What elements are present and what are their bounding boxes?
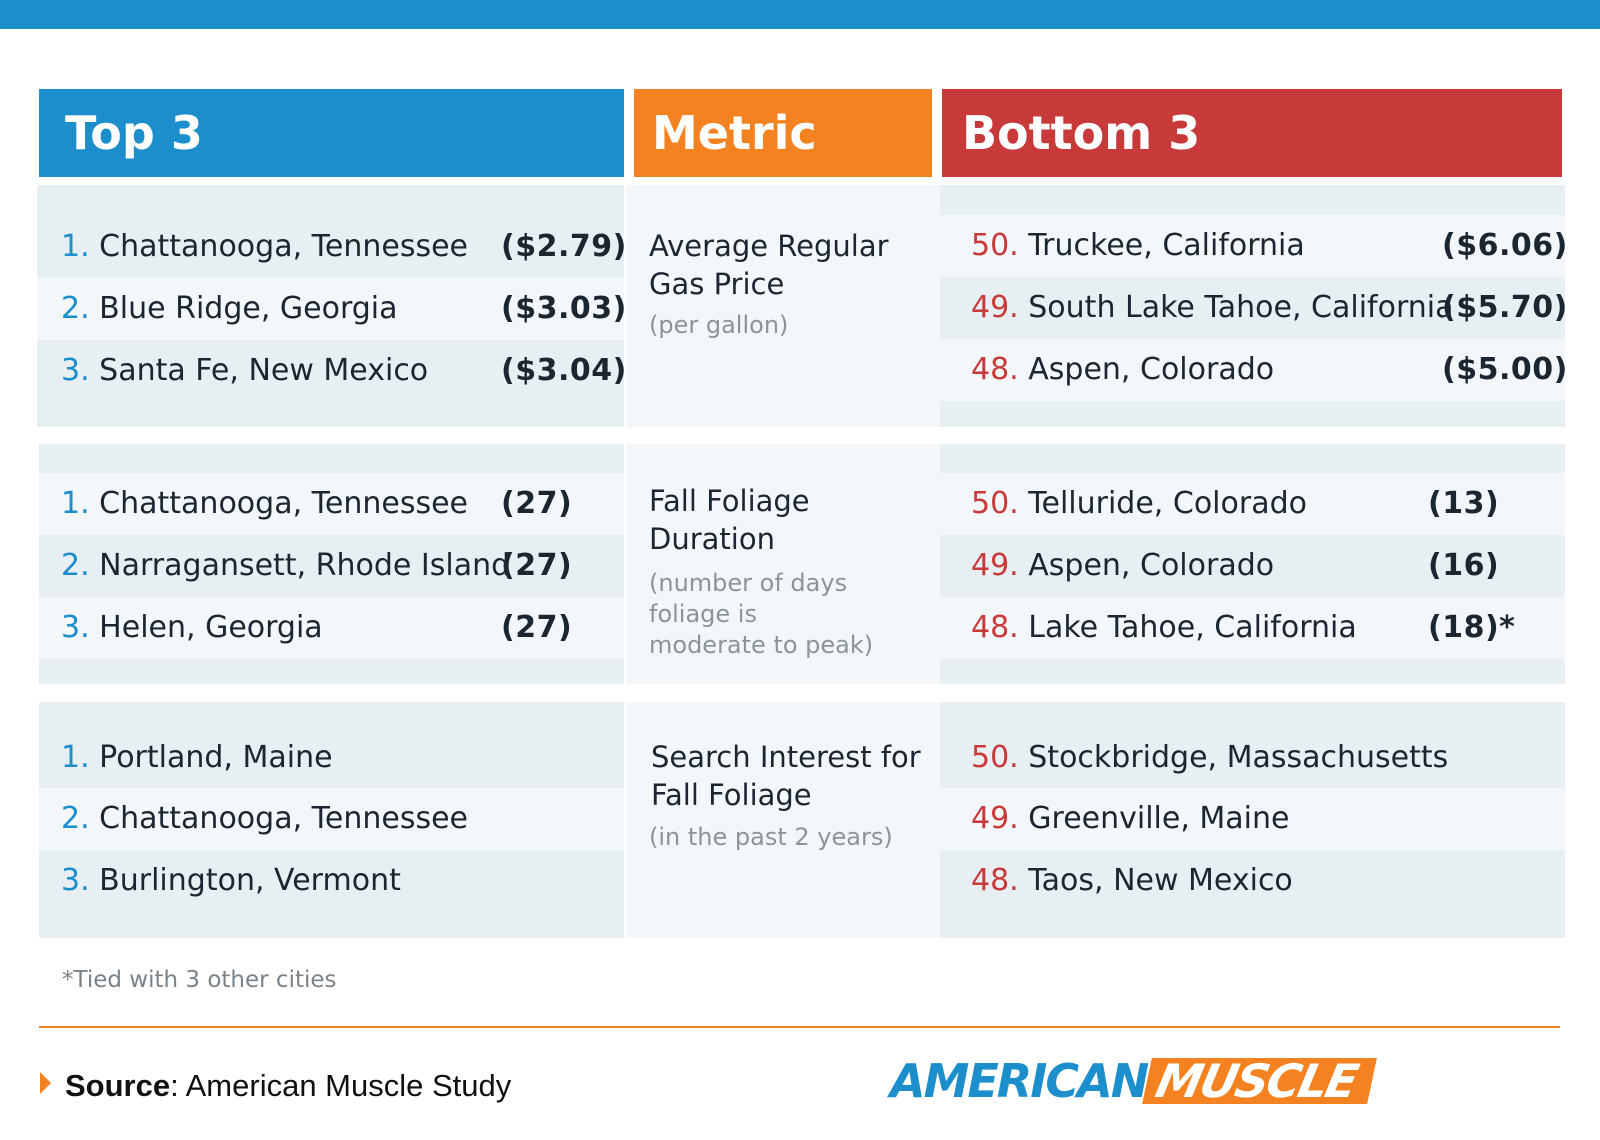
value: (16) [1428, 548, 1500, 583]
list-item: 1. Chattanooga, Tennessee ($2.79) [37, 216, 627, 278]
section-search-top-panel: 1. Portland, Maine 2. Chattanooga, Tenne… [39, 702, 624, 938]
list-item: 49. Aspen, Colorado (16) [940, 535, 1565, 597]
rank: 49. [971, 548, 1019, 583]
rank: 1. [61, 740, 90, 775]
rank: 49. [971, 290, 1019, 325]
city: Greenville, Maine [1028, 801, 1290, 836]
source-text: : American Muscle Study [170, 1068, 512, 1103]
city: Aspen, Colorado [1028, 548, 1275, 583]
footnote: *Tied with 3 other cities [62, 967, 337, 993]
value: ($2.79) [501, 229, 627, 264]
city: Chattanooga, Tennessee [99, 229, 468, 264]
logo-part-muscle: MUSCLE [1142, 1054, 1377, 1108]
section-search-bottom-panel: 50. Stockbridge, Massachusetts 49. Green… [940, 702, 1565, 938]
rank: 48. [971, 863, 1019, 898]
list-item: 50. Telluride, Colorado (13) [940, 473, 1565, 535]
rank: 1. [61, 229, 90, 264]
list-item: 48. Taos, New Mexico [940, 850, 1565, 912]
rank: 2. [61, 801, 90, 836]
divider [39, 1026, 1560, 1028]
city: Narragansett, Rhode Island [99, 548, 511, 583]
value: (27) [501, 610, 573, 645]
list-item-bg [940, 788, 1565, 850]
rank: 50. [971, 486, 1019, 521]
city: Blue Ridge, Georgia [99, 291, 398, 326]
city: Telluride, Colorado [1028, 486, 1307, 521]
list-item: 3. Helen, Georgia (27) [39, 597, 624, 659]
value: ($6.06) [1442, 228, 1568, 263]
rank: 3. [61, 610, 90, 645]
list-item: 50. Stockbridge, Massachusetts [940, 727, 1565, 789]
rank: 1. [61, 486, 90, 521]
city: Portland, Maine [99, 740, 333, 775]
rank: 48. [971, 610, 1019, 645]
list-item: 1. Chattanooga, Tennessee (27) [39, 473, 624, 535]
value: (13) [1428, 486, 1500, 521]
list-item: 48. Aspen, Colorado ($5.00) [940, 339, 1568, 401]
city: Santa Fe, New Mexico [99, 353, 429, 388]
section-search-metric: Search Interest for Fall Foliage (in the… [626, 702, 940, 938]
list-item: 48. Lake Tahoe, California (18)* [940, 597, 1565, 659]
list-item: 49. South Lake Tahoe, California ($5.70) [940, 277, 1568, 339]
city: Aspen, Colorado [1028, 352, 1275, 387]
value: ($5.00) [1442, 352, 1568, 387]
metric-title: Average Regular Gas Price [649, 229, 889, 301]
city: Taos, New Mexico [1028, 863, 1293, 898]
city: Stockbridge, Massachusetts [1028, 740, 1449, 775]
rank: 2. [61, 548, 90, 583]
rank: 50. [971, 740, 1019, 775]
value: (18)* [1428, 610, 1516, 645]
metric-subtitle: (number of days foliage is moderate to p… [649, 569, 874, 659]
value: ($3.04) [501, 353, 627, 388]
city: Chattanooga, Tennessee [99, 486, 468, 521]
top-accent-bar [0, 0, 1600, 29]
header-top-3: Top 3 [39, 89, 624, 177]
list-item-bg [39, 788, 624, 850]
logo-part-american: AMERICAN [890, 1054, 1149, 1108]
section-foliage-bottom-panel: 50. Telluride, Colorado (13) 49. Aspen, … [940, 444, 1565, 684]
metric-title: Fall Foliage Duration [649, 484, 810, 556]
rank: 49. [971, 801, 1019, 836]
rank: 50. [971, 228, 1019, 263]
list-item: 3. Burlington, Vermont [39, 850, 624, 912]
list-item: 2. Blue Ridge, Georgia ($3.03) [37, 278, 627, 340]
section-gas-top-panel: 1. Chattanooga, Tennessee ($2.79) 2. Blu… [37, 185, 627, 427]
value: (27) [501, 486, 573, 521]
value: ($3.03) [501, 291, 627, 326]
list-item: 1. Portland, Maine [39, 727, 624, 789]
metric-subtitle: (per gallon) [649, 311, 789, 339]
city: South Lake Tahoe, California [1028, 290, 1454, 325]
list-item: 2. Chattanooga, Tennessee [39, 788, 624, 850]
rank: 3. [61, 353, 90, 388]
section-foliage-top-panel: 1. Chattanooga, Tennessee (27) 2. Narrag… [39, 444, 624, 684]
list-item: 2. Narragansett, Rhode Island (27) [39, 535, 624, 597]
city: Helen, Georgia [99, 610, 323, 645]
source-line: Source: American Muscle Study [40, 1068, 511, 1104]
section-gas-metric: Average Regular Gas Price (per gallon) [626, 185, 940, 427]
metric-title: Search Interest for Fall Foliage [651, 740, 921, 812]
value: (27) [501, 548, 573, 583]
rank: 48. [971, 352, 1019, 387]
list-item: 3. Santa Fe, New Mexico ($3.04) [37, 340, 627, 402]
header-bottom-3: Bottom 3 [942, 89, 1562, 177]
source-label: Source [65, 1068, 171, 1103]
city: Lake Tahoe, California [1028, 610, 1357, 645]
triangle-bullet-icon [40, 1072, 51, 1094]
section-gas-bottom-panel: 50. Truckee, California ($6.06) 49. Sout… [940, 185, 1568, 427]
city: Truckee, California [1028, 228, 1305, 263]
city: Chattanooga, Tennessee [99, 801, 468, 836]
list-item: 50. Truckee, California ($6.06) [940, 215, 1568, 277]
value: ($5.70) [1442, 290, 1568, 325]
americanmuscle-logo: AMERICANMUSCLE [890, 1054, 1377, 1108]
section-foliage-metric: Fall Foliage Duration (number of days fo… [626, 444, 940, 684]
city: Burlington, Vermont [99, 863, 401, 898]
rank: 3. [61, 863, 90, 898]
rank: 2. [61, 291, 90, 326]
list-item: 49. Greenville, Maine [940, 788, 1565, 850]
header-metric: Metric [634, 89, 932, 177]
metric-subtitle: (in the past 2 years) [649, 823, 893, 851]
